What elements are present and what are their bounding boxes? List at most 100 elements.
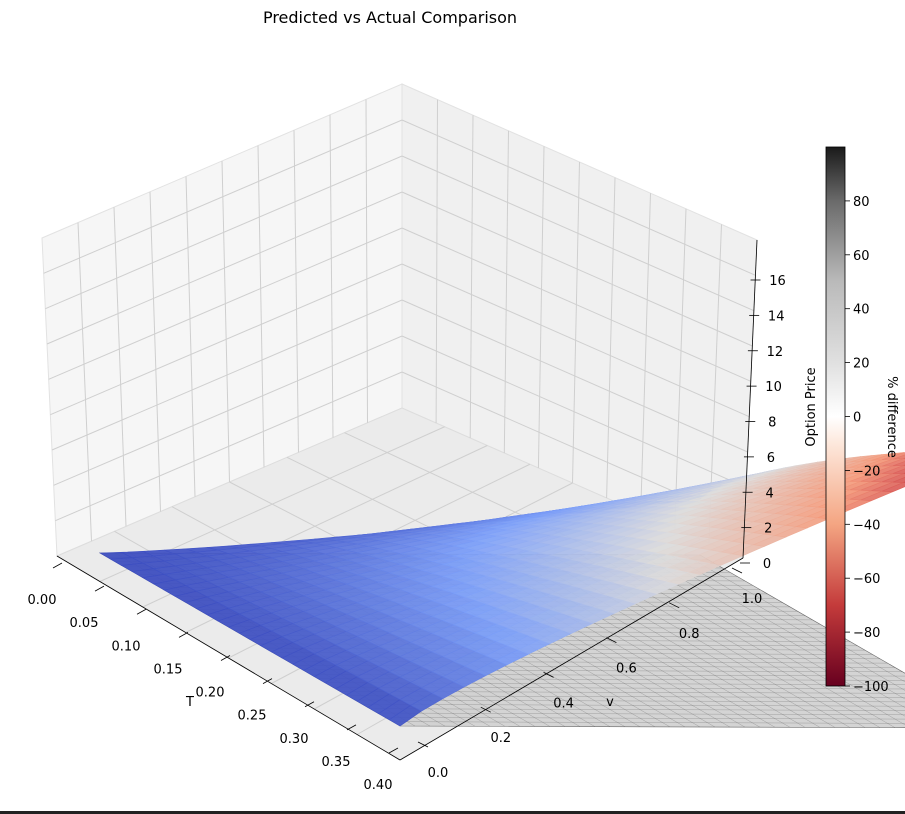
- colorbar-tick-label: −80: [853, 626, 880, 641]
- grid-line: [401, 335, 747, 488]
- grid-line: [503, 130, 509, 454]
- bottom-border: [0, 811, 905, 814]
- x-tick-label: 0.20: [196, 686, 225, 701]
- z-tick-label: 2: [764, 522, 772, 537]
- grid-line: [221, 160, 230, 483]
- grid-line: [293, 130, 299, 453]
- y-axis-ticks: 0.0 0.2 0.4 0.6 0.8 1.0: [417, 567, 763, 781]
- x-tick-mark: [52, 562, 63, 569]
- grid-line: [640, 193, 651, 514]
- surface-cell: [881, 465, 905, 474]
- grid-line: [401, 155, 755, 312]
- grid-line: [435, 99, 438, 424]
- surface-cell: [882, 458, 905, 467]
- y-tick-label: 1.0: [742, 592, 763, 607]
- grid-line: [572, 161, 580, 484]
- z-axis-line: [742, 239, 758, 559]
- z-tick-label: 10: [765, 380, 782, 395]
- x-tick-mark: [136, 608, 147, 615]
- z-tick-label: 14: [768, 309, 785, 324]
- grid-line: [46, 191, 403, 345]
- surface-cell: [892, 461, 905, 467]
- z-tick-label: 6: [767, 451, 775, 466]
- x-tick-mark: [94, 585, 105, 592]
- z-tick-label: 12: [767, 345, 784, 360]
- grid-line: [329, 114, 334, 438]
- x-tick-mark: [388, 747, 399, 754]
- grid-line: [55, 371, 403, 522]
- y-tick-label: 0.0: [428, 766, 449, 781]
- colorbar-gradient: [825, 146, 846, 687]
- chart-title: Predicted vs Actual Comparison: [263, 8, 517, 27]
- x-tick-label: 0.30: [280, 732, 309, 747]
- y-tick-mark: [543, 672, 554, 678]
- colorbar: −100 −80 −60 −40 −20 0 20 40 60 80 % difference: [825, 146, 899, 695]
- colorbar-tick-label: −40: [853, 518, 880, 533]
- grid-line: [469, 115, 474, 439]
- y-tick-label: 0.6: [616, 662, 637, 677]
- x-axis-line: [56, 555, 401, 761]
- grid-line: [674, 208, 687, 529]
- colorbar-tick-label: 80: [853, 195, 870, 210]
- grid-line: [43, 119, 403, 274]
- surface-cell: [892, 476, 905, 483]
- x-tick-label: 0.25: [238, 709, 267, 724]
- z-tick-label: 0: [763, 557, 771, 572]
- grid-line: [401, 191, 753, 347]
- surface-cell: [881, 473, 905, 483]
- mesh-line: [354, 699, 905, 703]
- mesh-line: [377, 712, 905, 715]
- x-tick-mark: [220, 655, 231, 661]
- x-tick-mark: [178, 632, 189, 638]
- x-axis-ticks: 0.00 0.05 0.10 0.15 0.20 0.25 0.30 0.35 0.40: [28, 562, 399, 793]
- surface-cell: [892, 468, 905, 474]
- x-tick-mark: [346, 724, 357, 731]
- surface-cell: [892, 454, 905, 460]
- y-tick-label: 0.4: [553, 696, 574, 711]
- grid-line: [149, 191, 161, 512]
- colorbar-tick-label: −100: [853, 680, 889, 695]
- mesh-line: [362, 704, 905, 707]
- z-tick-label: 8: [768, 416, 776, 431]
- z-axis-label: Option Price: [804, 367, 819, 446]
- grid-line: [45, 155, 403, 310]
- surface-cell: [882, 452, 905, 460]
- colorbar-ticks: −100 −80 −60 −40 −20 0 20 40 60 80: [845, 195, 889, 695]
- grid-line: [50, 263, 403, 416]
- grid-line: [537, 146, 545, 469]
- x-tick-mark: [304, 701, 315, 708]
- grid-line: [113, 207, 127, 527]
- grid-line: [51, 299, 403, 451]
- x-tick-label: 0.05: [70, 616, 99, 631]
- z-tick-label: 16: [769, 274, 786, 289]
- grid-line: [257, 145, 265, 468]
- grid-line: [401, 263, 750, 418]
- y-tick-mark: [606, 637, 617, 643]
- y-axis-label: v: [606, 695, 614, 710]
- grid-line: [606, 177, 616, 499]
- axis-lines: [56, 239, 758, 761]
- z-axis-ticks: 0 2 4 6 8 10 12 14 16: [740, 274, 786, 572]
- x-tick-label: 0.35: [322, 755, 351, 770]
- grid-line: [185, 176, 196, 497]
- y-tick-mark: [417, 741, 429, 748]
- x-axis-label: T: [185, 695, 194, 710]
- colorbar-tick-label: 20: [853, 357, 870, 372]
- grid-line: [53, 335, 403, 486]
- grid-line: [77, 222, 92, 542]
- y-tick-mark: [669, 602, 680, 609]
- x-tick-label: 0.10: [112, 639, 141, 654]
- colorbar-tick-label: 40: [853, 303, 870, 318]
- mesh-line: [639, 554, 905, 708]
- grid-line: [48, 227, 403, 380]
- y-tick-mark: [480, 706, 491, 713]
- z-tick-label: 4: [765, 486, 773, 501]
- y-tick-mark: [731, 567, 743, 574]
- mesh-line: [392, 721, 905, 724]
- y-tick-label: 0.2: [490, 731, 511, 746]
- colorbar-tick-label: 60: [853, 249, 870, 264]
- x-tick-label: 0.00: [28, 593, 57, 608]
- colorbar-tick-label: −20: [853, 464, 880, 479]
- x-tick-label: 0.15: [154, 662, 183, 677]
